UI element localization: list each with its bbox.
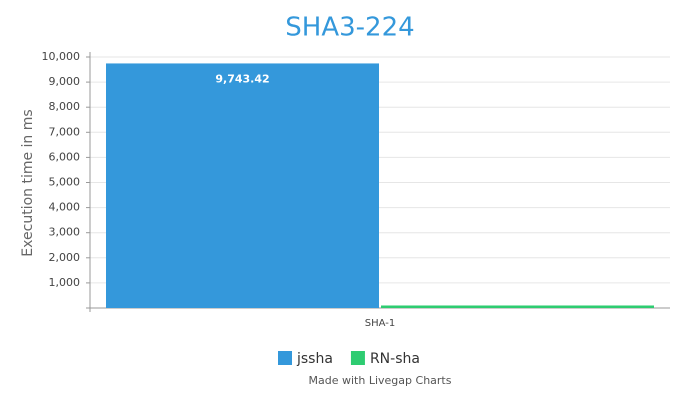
bar [381,305,654,308]
legend-label: RN-sha [370,351,420,367]
legend-label: jssha [296,351,333,367]
data-label: 9,743.42 [215,72,269,85]
credit: Made with Livegap Charts [309,374,452,387]
y-tick-label: 3,000 [49,226,81,239]
y-tick-label: 1,000 [49,276,81,289]
x-tick-label: SHA-1 [365,318,395,329]
y-tick-label: 7,000 [49,125,81,138]
y-tick-label: 8,000 [49,100,81,113]
y-tick-label: 5,000 [49,176,81,189]
legend-swatch [278,351,292,365]
y-tick-label: 4,000 [49,201,81,214]
y-tick-label: 2,000 [49,251,81,264]
y-tick-label: 9,000 [49,75,81,88]
y-axis-label: Execution time in ms [20,109,36,256]
legend-swatch [350,351,365,365]
bar [106,63,379,309]
chart-title: SHA3-224 [285,13,414,43]
y-tick-label: 10,000 [42,50,81,63]
y-tick-label: 6,000 [49,150,81,163]
